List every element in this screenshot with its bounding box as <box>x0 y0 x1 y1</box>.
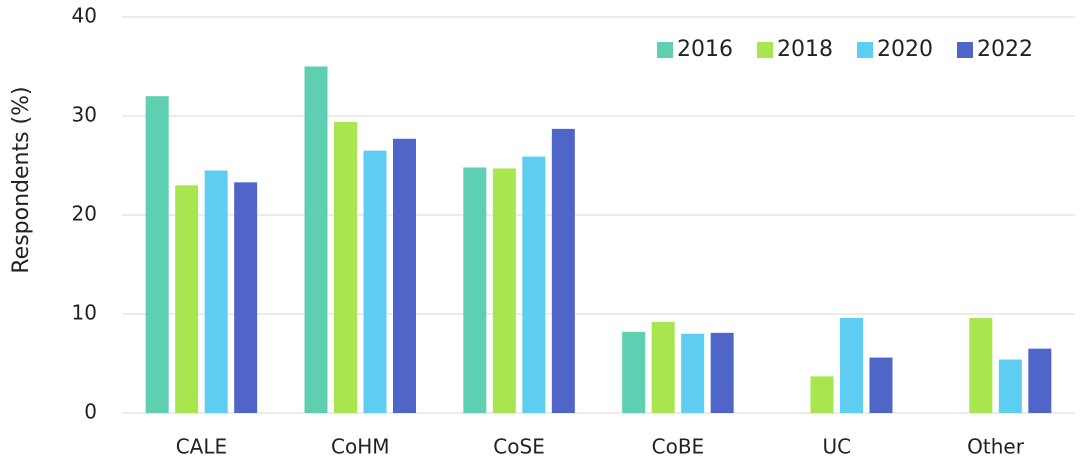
legend-label: 2020 <box>877 37 933 62</box>
bar <box>1028 348 1052 413</box>
y-tick-label: 0 <box>84 400 97 424</box>
bar <box>175 185 199 413</box>
legend-swatch <box>657 42 673 58</box>
x-tick-label: Other <box>967 435 1025 459</box>
y-tick-label: 30 <box>72 103 97 127</box>
x-tick-label: CoSE <box>493 435 545 459</box>
bar <box>463 167 487 413</box>
legend-label: 2022 <box>977 37 1033 62</box>
y-axis-label: Respondents (%) <box>9 86 34 273</box>
bar <box>551 128 575 413</box>
bar <box>622 331 646 413</box>
bar <box>363 150 387 413</box>
bar <box>393 138 416 413</box>
bar <box>840 317 863 413</box>
legend-swatch <box>957 42 973 58</box>
bar <box>204 170 228 413</box>
bar <box>234 182 258 413</box>
legend-swatch <box>757 42 773 58</box>
bar <box>304 66 328 413</box>
legend-label: 2016 <box>677 37 733 62</box>
x-tick-label: CoHM <box>331 435 390 459</box>
x-tick-label: CALE <box>176 435 227 459</box>
bar <box>681 333 705 413</box>
bar <box>869 357 893 413</box>
legend-label: 2018 <box>777 37 833 62</box>
bar <box>810 376 834 413</box>
y-tick-label: 20 <box>72 202 97 226</box>
y-tick-label: 10 <box>72 301 97 325</box>
bar <box>710 332 734 413</box>
x-tick-label: CoBE <box>652 435 705 459</box>
bar <box>145 96 169 413</box>
y-tick-label: 40 <box>72 4 97 28</box>
x-tick-label: UC <box>822 435 851 459</box>
bar <box>969 317 993 413</box>
bar <box>492 168 516 413</box>
bar <box>522 156 546 413</box>
bar <box>998 359 1022 413</box>
bar <box>334 121 357 413</box>
bar <box>651 321 675 413</box>
legend-swatch <box>857 42 873 58</box>
